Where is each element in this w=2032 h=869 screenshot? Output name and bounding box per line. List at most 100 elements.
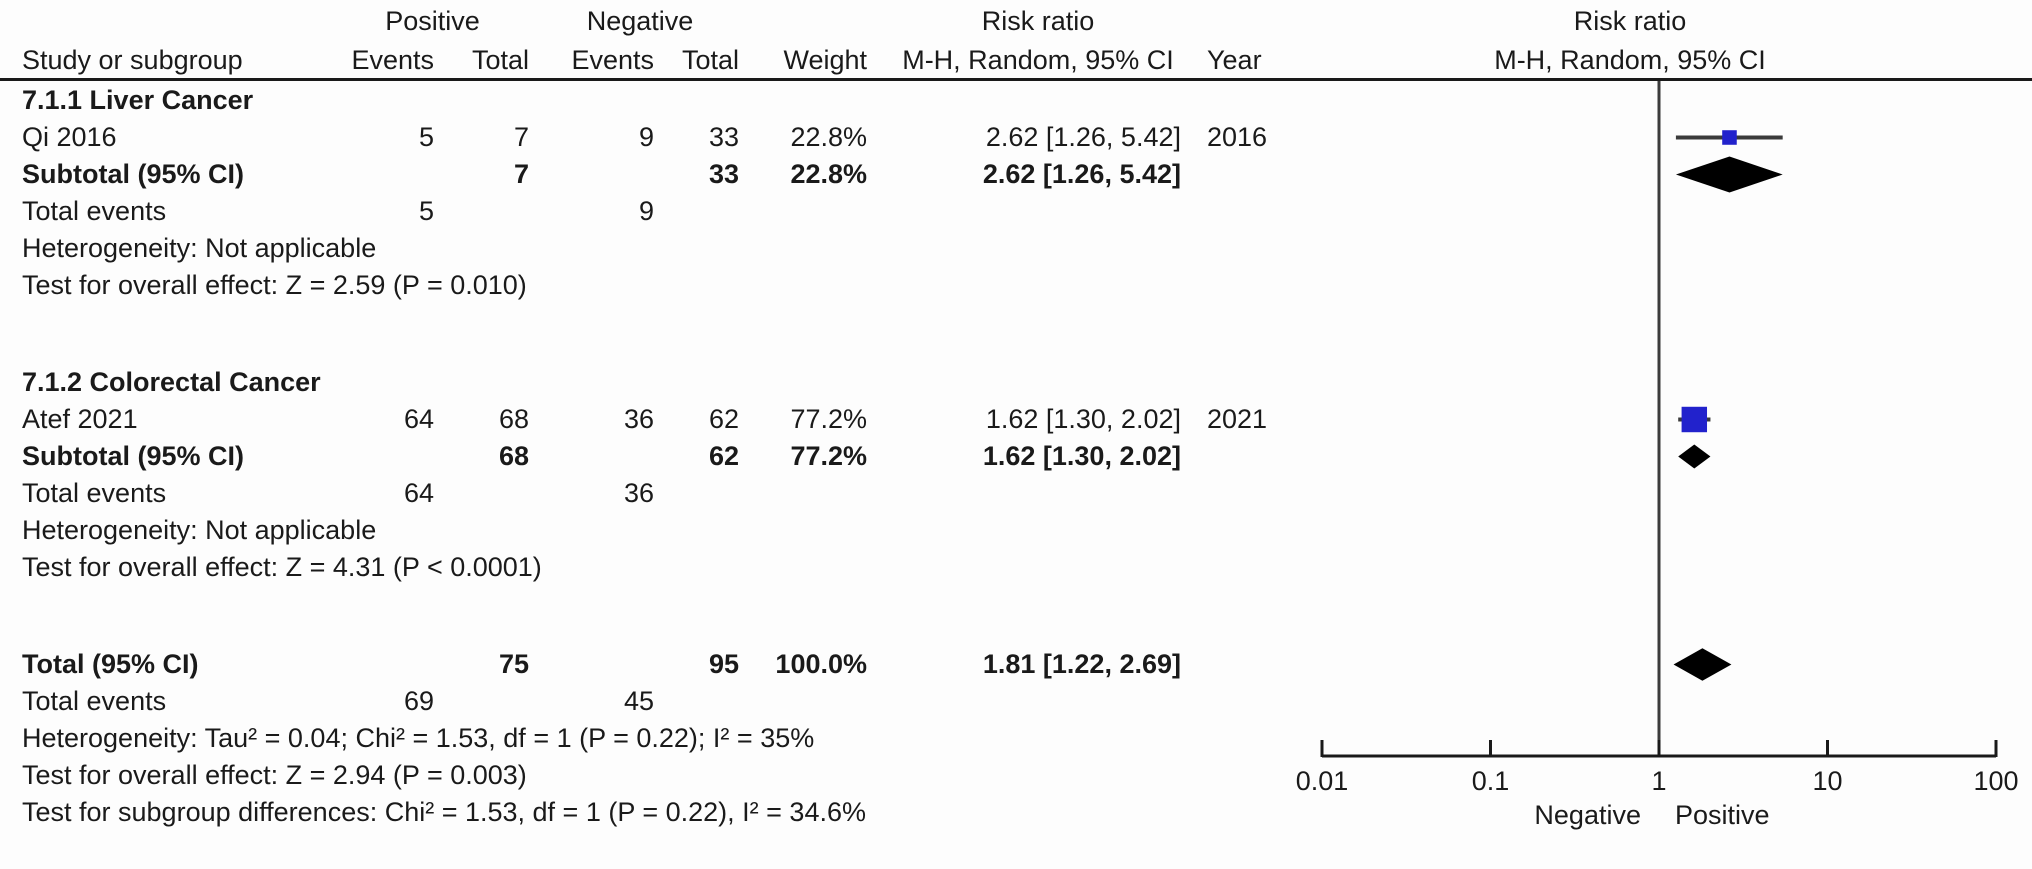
stat-note: Heterogeneity: Tau² = 0.04; Chi² = 1.53,…	[22, 723, 815, 753]
cell-neg-events: 9	[638, 122, 654, 152]
cell-neg-total: 62	[708, 441, 739, 471]
stat-note: Test for overall effect: Z = 4.31 (P < 0…	[22, 552, 542, 582]
pooled-diamond-marker	[1675, 156, 1783, 193]
cell-pos-total: 75	[498, 649, 529, 679]
axis-tick-label: 1	[1651, 766, 1666, 796]
table-row: Total (95% CI) 75 95 100.0% 1.81 [1.22, 2.69…	[0, 646, 1293, 683]
stat-note-row: Test for overall effect: Z = 2.94 (P = 0…	[0, 757, 1293, 794]
table-row: Total events 5 9	[0, 193, 1293, 230]
plot-header-mh-ci: M-H, Random, 95% CI	[1494, 45, 1766, 75]
column-header-study: Study or subgroup	[22, 45, 243, 75]
axis-label-positive: Positive	[1675, 800, 1770, 830]
cell-study: Total events	[22, 478, 167, 508]
cell-pos-total: 7	[513, 159, 529, 189]
table-row: Atef 2021 64 68 36 62 77.2% 1.62 [1.30, 2.02] 2…	[0, 401, 1293, 438]
table-row: Total events 69 45	[0, 683, 1293, 720]
stat-note-row: Test for overall effect: Z = 2.59 (P = 0…	[0, 267, 1293, 304]
cell-neg-total: 33	[708, 122, 739, 152]
cell-pos-events: 64	[403, 404, 434, 434]
axis-label-negative: Negative	[1534, 800, 1641, 830]
cell-neg-total: 95	[708, 649, 739, 679]
stat-note-row: Test for overall effect: Z = 4.31 (P < 0…	[0, 549, 1293, 586]
section-header-row: 7.1.1 Liver Cancer	[0, 82, 1293, 119]
cell-study: Subtotal (95% CI)	[22, 441, 245, 471]
stat-note-row: Heterogeneity: Tau² = 0.04; Chi² = 1.53,…	[0, 720, 1293, 757]
stat-note-row: Test for subgroup differences: Chi² = 1.…	[0, 794, 1293, 831]
cell-study: Total events	[22, 196, 167, 226]
group-header-positive: Positive	[385, 6, 480, 36]
cell-pos-events: 5	[418, 122, 434, 152]
cell-neg-total: 62	[708, 404, 739, 434]
stat-note: Test for subgroup differences: Chi² = 1.…	[22, 797, 866, 827]
cell-year: 2016	[1207, 122, 1268, 152]
column-header-weight: Weight	[783, 45, 867, 75]
section-label: 7.1.2 Colorectal Cancer	[22, 367, 321, 397]
cell-study: Subtotal (95% CI)	[22, 159, 245, 189]
spacer-row	[0, 586, 1293, 646]
stat-note: Heterogeneity: Not applicable	[22, 233, 377, 263]
cell-weight: 22.8%	[790, 122, 867, 152]
cell-pos-total: 7	[513, 122, 529, 152]
forest-table-body: 7.1.1 Liver Cancer Qi 2016 5 7 9 33 22.8% 2.62 …	[0, 82, 1293, 831]
cell-pos-events: 64	[403, 478, 434, 508]
study-point-marker	[1681, 406, 1708, 433]
cell-pos-events: 69	[403, 686, 434, 716]
cell-neg-events: 36	[623, 478, 654, 508]
pooled-diamond-marker	[1673, 648, 1732, 681]
cell-pos-total: 68	[498, 404, 529, 434]
axis-tick-label: 10	[1812, 766, 1842, 796]
stat-note: Test for overall effect: Z = 2.59 (P = 0…	[22, 270, 527, 300]
cell-pos-events: 5	[418, 196, 434, 226]
cell-neg-events: 36	[623, 404, 654, 434]
cell-neg-events: 9	[638, 196, 654, 226]
column-header-pos-total: Total	[471, 45, 529, 75]
stat-note-row: Heterogeneity: Not applicable	[0, 230, 1293, 267]
axis-tick-label: 0.1	[1472, 766, 1510, 796]
stat-note: Test for overall effect: Z = 2.94 (P = 0…	[22, 760, 527, 790]
column-header-year: Year	[1207, 45, 1262, 75]
table-row: Total events 64 36	[0, 475, 1293, 512]
cell-pos-total: 68	[498, 441, 529, 471]
cell-study: Atef 2021	[22, 404, 138, 434]
table-row: Qi 2016 5 7 9 33 22.8% 2.62 [1.26, 5.42] 2016	[0, 119, 1293, 156]
column-header-neg-total: Total	[681, 45, 739, 75]
stat-note: Heterogeneity: Not applicable	[22, 515, 377, 545]
cell-mh-ci: 1.62 [1.30, 2.02]	[985, 404, 1181, 434]
cell-neg-total: 33	[708, 159, 739, 189]
cell-year: 2021	[1207, 404, 1268, 434]
group-header-negative: Negative	[586, 6, 694, 36]
cell-neg-events: 45	[623, 686, 654, 716]
axis-tick-label: 100	[1973, 766, 2018, 796]
cell-mh-ci: 1.81 [1.22, 2.69]	[982, 649, 1181, 679]
table-row: Subtotal (95% CI) 7 33 22.8% 2.62 [1.26, 5.4…	[0, 156, 1293, 193]
group-header-risk-ratio: Risk ratio	[981, 6, 1095, 36]
group-header-row: Positive Negative Risk ratio	[0, 0, 1293, 39]
cell-weight: 100.0%	[775, 649, 867, 679]
cell-mh-ci: 1.62 [1.30, 2.02]	[982, 441, 1181, 471]
cell-weight: 22.8%	[790, 159, 867, 189]
plot-header: Risk ratio M-H, Random, 95% CI	[1420, 0, 1840, 78]
column-header-neg-events: Events	[571, 45, 654, 75]
cell-mh-ci: 2.62 [1.26, 5.42]	[982, 159, 1181, 189]
section-header-row: 7.1.2 Colorectal Cancer	[0, 364, 1293, 401]
spacer-row	[0, 304, 1293, 364]
column-header-pos-events: Events	[351, 45, 434, 75]
table-row: Subtotal (95% CI) 68 62 77.2% 1.62 [1.30, 2.…	[0, 438, 1293, 475]
cell-study: Total (95% CI)	[22, 649, 199, 679]
column-header-mh-ci: M-H, Random, 95% CI	[902, 45, 1174, 75]
pooled-diamond-marker	[1678, 444, 1711, 469]
cell-weight: 77.2%	[790, 441, 867, 471]
axis-tick-label: 0.01	[1296, 766, 1349, 796]
plot-header-risk-ratio: Risk ratio	[1573, 6, 1687, 36]
header-divider	[0, 78, 2032, 81]
table-header: Positive Negative Risk ratio Study or su…	[0, 0, 1293, 78]
cell-weight: 77.2%	[790, 404, 867, 434]
stat-note-row: Heterogeneity: Not applicable	[0, 512, 1293, 549]
cell-mh-ci: 2.62 [1.26, 5.42]	[985, 122, 1181, 152]
cell-study: Qi 2016	[22, 122, 117, 152]
column-header-row: Study or subgroup Events Total Events To…	[0, 39, 1293, 78]
section-label: 7.1.1 Liver Cancer	[22, 85, 254, 115]
cell-study: Total events	[22, 686, 167, 716]
study-point-marker	[1722, 130, 1737, 145]
